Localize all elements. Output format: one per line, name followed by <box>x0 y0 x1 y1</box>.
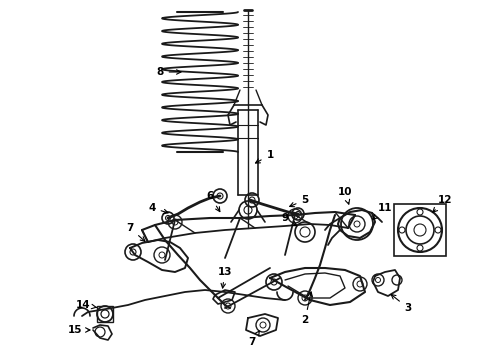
Text: 8: 8 <box>156 67 181 77</box>
Text: 1: 1 <box>255 150 273 163</box>
Text: 6: 6 <box>206 191 220 212</box>
Text: 15: 15 <box>68 325 90 335</box>
Text: 5: 5 <box>290 195 309 207</box>
Text: 12: 12 <box>433 195 452 212</box>
Text: 13: 13 <box>218 267 232 288</box>
Text: 7: 7 <box>248 331 259 347</box>
Text: 14: 14 <box>75 300 96 310</box>
Text: 7: 7 <box>126 223 145 241</box>
Text: 3: 3 <box>391 294 412 313</box>
Text: 2: 2 <box>301 292 312 325</box>
Text: 9: 9 <box>281 213 296 226</box>
Text: 10: 10 <box>338 187 352 204</box>
Bar <box>394 204 446 256</box>
Text: 11: 11 <box>373 203 392 219</box>
Text: 4: 4 <box>148 203 168 214</box>
Bar <box>97 306 113 322</box>
